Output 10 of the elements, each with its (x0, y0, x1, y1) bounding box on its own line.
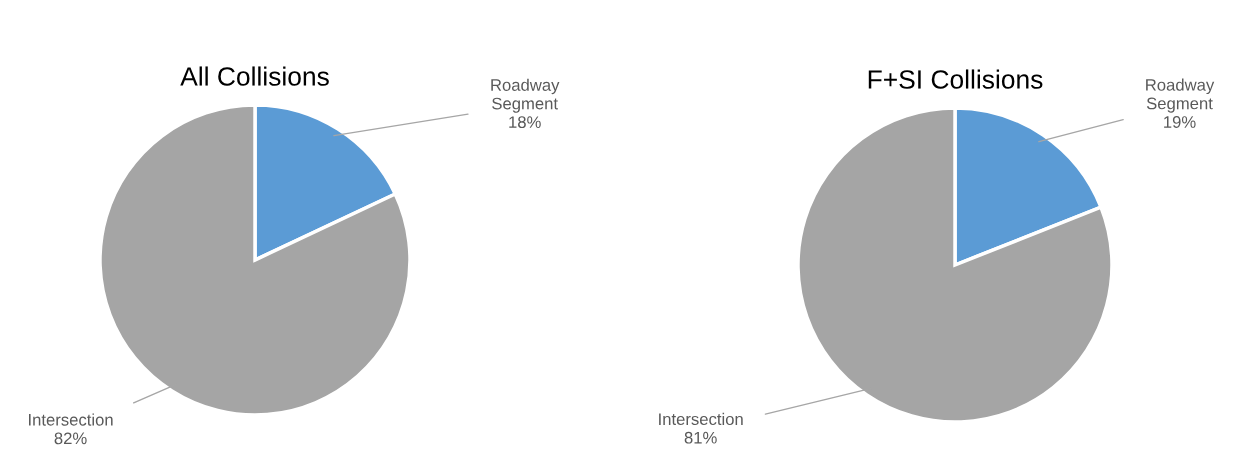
slice-label: Roadway Segment (491, 78, 560, 113)
chart-title: All Collisions (180, 66, 329, 86)
data-label: 19% (1164, 116, 1196, 128)
data-label: 81% (684, 431, 717, 444)
chart-title: F+SI Collisions (868, 69, 1043, 89)
slice-label: Intersection (659, 412, 743, 426)
data-label: 18% (509, 116, 541, 129)
slice-label: Intersection (29, 413, 113, 426)
data-label: 82% (54, 432, 87, 445)
slice-label: Roadway Segment (1146, 78, 1215, 113)
